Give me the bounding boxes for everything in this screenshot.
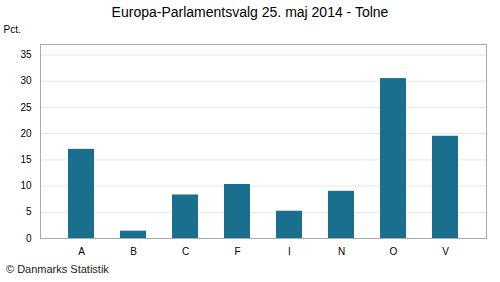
svg-text:35: 35 xyxy=(20,49,32,60)
svg-text:A: A xyxy=(78,246,85,257)
svg-text:O: O xyxy=(390,246,398,257)
svg-text:20: 20 xyxy=(20,128,32,139)
svg-text:25: 25 xyxy=(20,102,32,113)
svg-text:0: 0 xyxy=(26,233,32,244)
svg-text:5: 5 xyxy=(26,206,32,217)
svg-text:V: V xyxy=(442,246,449,257)
svg-text:N: N xyxy=(338,246,345,257)
svg-text:B: B xyxy=(130,246,137,257)
svg-text:15: 15 xyxy=(20,154,32,165)
svg-text:10: 10 xyxy=(20,180,32,191)
svg-text:C: C xyxy=(182,246,189,257)
html-text:© Danmarks Statistik: © Danmarks Statistik xyxy=(6,263,109,275)
svg-text:F: F xyxy=(234,246,240,257)
svg-text:30: 30 xyxy=(20,75,32,86)
svg-text:Pct.: Pct. xyxy=(4,24,21,35)
html-text:Europa-Parlamentsvalg 25. maj: Europa-Parlamentsvalg 25. maj 2014 - Tol… xyxy=(111,4,389,20)
svg-text:I: I xyxy=(288,246,291,257)
